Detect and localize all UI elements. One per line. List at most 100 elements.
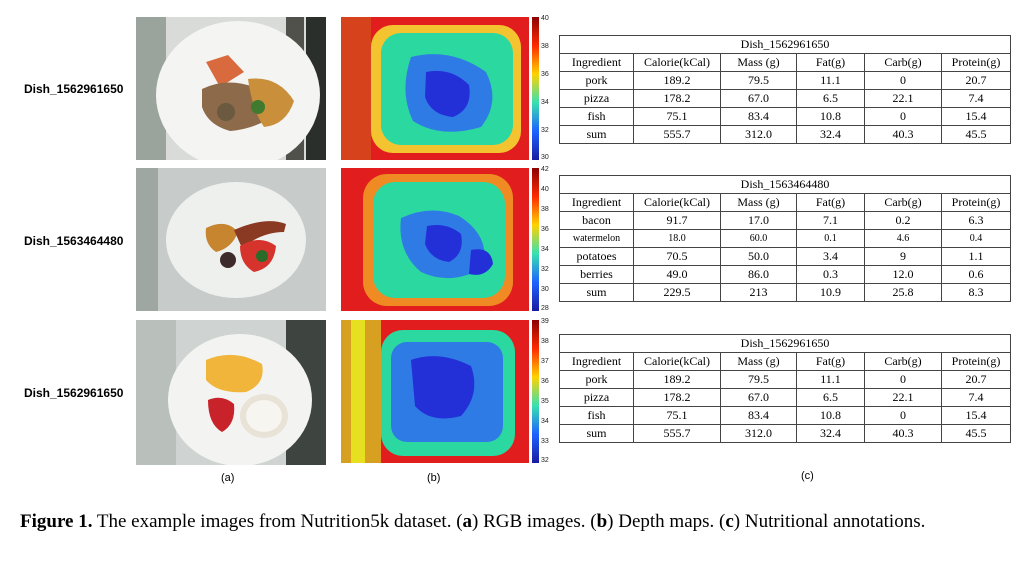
table-cell: 17.0: [720, 211, 797, 230]
table-cell: 229.5: [633, 283, 721, 302]
header-cell: Carb(g): [864, 53, 942, 72]
table-cell: 10.8: [796, 406, 865, 425]
table-row: pizza 178.2 67.0 6.5 22.1 7.4: [559, 89, 1011, 108]
colorbar-tick: 32: [541, 457, 549, 464]
table-cell: 6.5: [796, 89, 865, 108]
table-row: fish 75.1 83.4 10.8 0 15.4: [559, 406, 1011, 425]
nutrition-table-1: Dish_1562961650 Ingredient Calorie(kCal)…: [559, 35, 1011, 144]
sublabel-c: (c): [801, 470, 814, 482]
table-cell: 45.5: [941, 424, 1011, 443]
table-row: pork 189.2 79.5 11.1 0 20.7: [559, 370, 1011, 389]
table-cell: 22.1: [864, 89, 942, 108]
table-cell: bacon: [559, 211, 634, 230]
table-cell: 3.4: [796, 247, 865, 266]
table-row: bacon 91.7 17.0 7.1 0.2 6.3: [559, 211, 1011, 230]
header-cell: Protein(g): [941, 193, 1011, 212]
table-cell: 0: [864, 406, 942, 425]
header-cell: Calorie(kCal): [633, 352, 721, 371]
table-cell: 0.3: [796, 265, 865, 284]
dish-label-2: Dish_1563464480: [24, 234, 124, 248]
table-cell: 40.3: [864, 125, 942, 144]
table-cell: 0: [864, 370, 942, 389]
table-cell: 45.5: [941, 125, 1011, 144]
colorbar-tick: 30: [541, 154, 549, 161]
colorbar-ticks-3: 39 38 37 36 35 34 33 32: [541, 318, 555, 465]
table-cell: 0: [864, 107, 942, 126]
table-cell: 86.0: [720, 265, 797, 284]
nutrition-table-3: Dish_1562961650 Ingredient Calorie(kCal)…: [559, 334, 1011, 443]
header-cell: Ingredient: [559, 53, 634, 72]
colorbar-tick: 28: [541, 305, 549, 312]
colorbar-tick: 36: [541, 226, 549, 233]
colorbar-tick: 34: [541, 418, 549, 425]
header-cell: Calorie(kCal): [633, 53, 721, 72]
table-cell: 15.4: [941, 406, 1011, 425]
colorbar-2: [532, 168, 539, 311]
table-cell: 40.3: [864, 424, 942, 443]
table-cell: 49.0: [633, 265, 721, 284]
rgb-image-1: [136, 17, 326, 160]
table-cell: 7.4: [941, 89, 1011, 108]
header-cell: Protein(g): [941, 53, 1011, 72]
table-cell: 6.5: [796, 388, 865, 407]
table-cell: 9: [864, 247, 942, 266]
rgb-image-2: [136, 168, 326, 311]
table-cell: sum: [559, 424, 634, 443]
table-cell: pizza: [559, 89, 634, 108]
table-cell: berries: [559, 265, 634, 284]
table-cell: 11.1: [796, 71, 865, 90]
table-cell: 189.2: [633, 370, 721, 389]
table-cell: 20.7: [941, 370, 1011, 389]
header-cell: Fat(g): [796, 193, 865, 212]
table-cell: 32.4: [796, 424, 865, 443]
table-cell: 555.7: [633, 125, 721, 144]
header-cell: Ingredient: [559, 352, 634, 371]
table-cell: pork: [559, 71, 634, 90]
header-cell: Carb(g): [864, 352, 942, 371]
table-cell: 0: [864, 71, 942, 90]
table-cell: 67.0: [720, 388, 797, 407]
table-cell: 79.5: [720, 71, 797, 90]
table-cell: 312.0: [720, 125, 797, 144]
table-cell: 50.0: [720, 247, 797, 266]
colorbar-1: [532, 17, 539, 160]
colorbar-tick: 32: [541, 127, 549, 134]
table-header-row: Ingredient Calorie(kCal) Mass (g) Fat(g)…: [559, 53, 1011, 72]
table-cell: 20.7: [941, 71, 1011, 90]
table-row: sum 555.7 312.0 32.4 40.3 45.5: [559, 424, 1011, 443]
table-header-row: Ingredient Calorie(kCal) Mass (g) Fat(g)…: [559, 193, 1011, 212]
caption-label: Figure 1.: [20, 511, 93, 532]
dish-label-1: Dish_1562961650: [24, 82, 124, 96]
table-cell: 11.1: [796, 370, 865, 389]
colorbar-ticks-2: 42 40 38 36 34 32 30 28: [541, 166, 555, 313]
header-cell: Carb(g): [864, 193, 942, 212]
header-cell: Ingredient: [559, 193, 634, 212]
table-cell: 60.0: [720, 229, 797, 248]
table-title: Dish_1562961650: [559, 334, 1011, 353]
header-cell: Fat(g): [796, 53, 865, 72]
caption-text: ) RGB images. (: [472, 511, 597, 532]
depth-map-2: [341, 168, 529, 311]
colorbar-tick: 37: [541, 358, 549, 365]
table-cell: 213: [720, 283, 797, 302]
dish-label-3: Dish_1562961650: [24, 386, 124, 400]
caption-ref-b: b: [596, 511, 608, 532]
header-cell: Fat(g): [796, 352, 865, 371]
table-cell: 312.0: [720, 424, 797, 443]
table-cell: 83.4: [720, 107, 797, 126]
table-cell: 10.8: [796, 107, 865, 126]
table-cell: potatoes: [559, 247, 634, 266]
table-cell: pizza: [559, 388, 634, 407]
colorbar-tick: 38: [541, 43, 549, 50]
colorbar-tick: 35: [541, 398, 549, 405]
table-cell: 32.4: [796, 125, 865, 144]
table-cell: fish: [559, 406, 634, 425]
colorbar-tick: 36: [541, 378, 549, 385]
table-row: pizza 178.2 67.0 6.5 22.1 7.4: [559, 388, 1011, 407]
table-cell: 7.4: [941, 388, 1011, 407]
table-cell: 18.0: [633, 229, 721, 248]
colorbar-tick: 36: [541, 71, 549, 78]
caption-text: ) Nutritional annotations.: [733, 511, 926, 532]
table-cell: fish: [559, 107, 634, 126]
table-cell: 25.8: [864, 283, 942, 302]
